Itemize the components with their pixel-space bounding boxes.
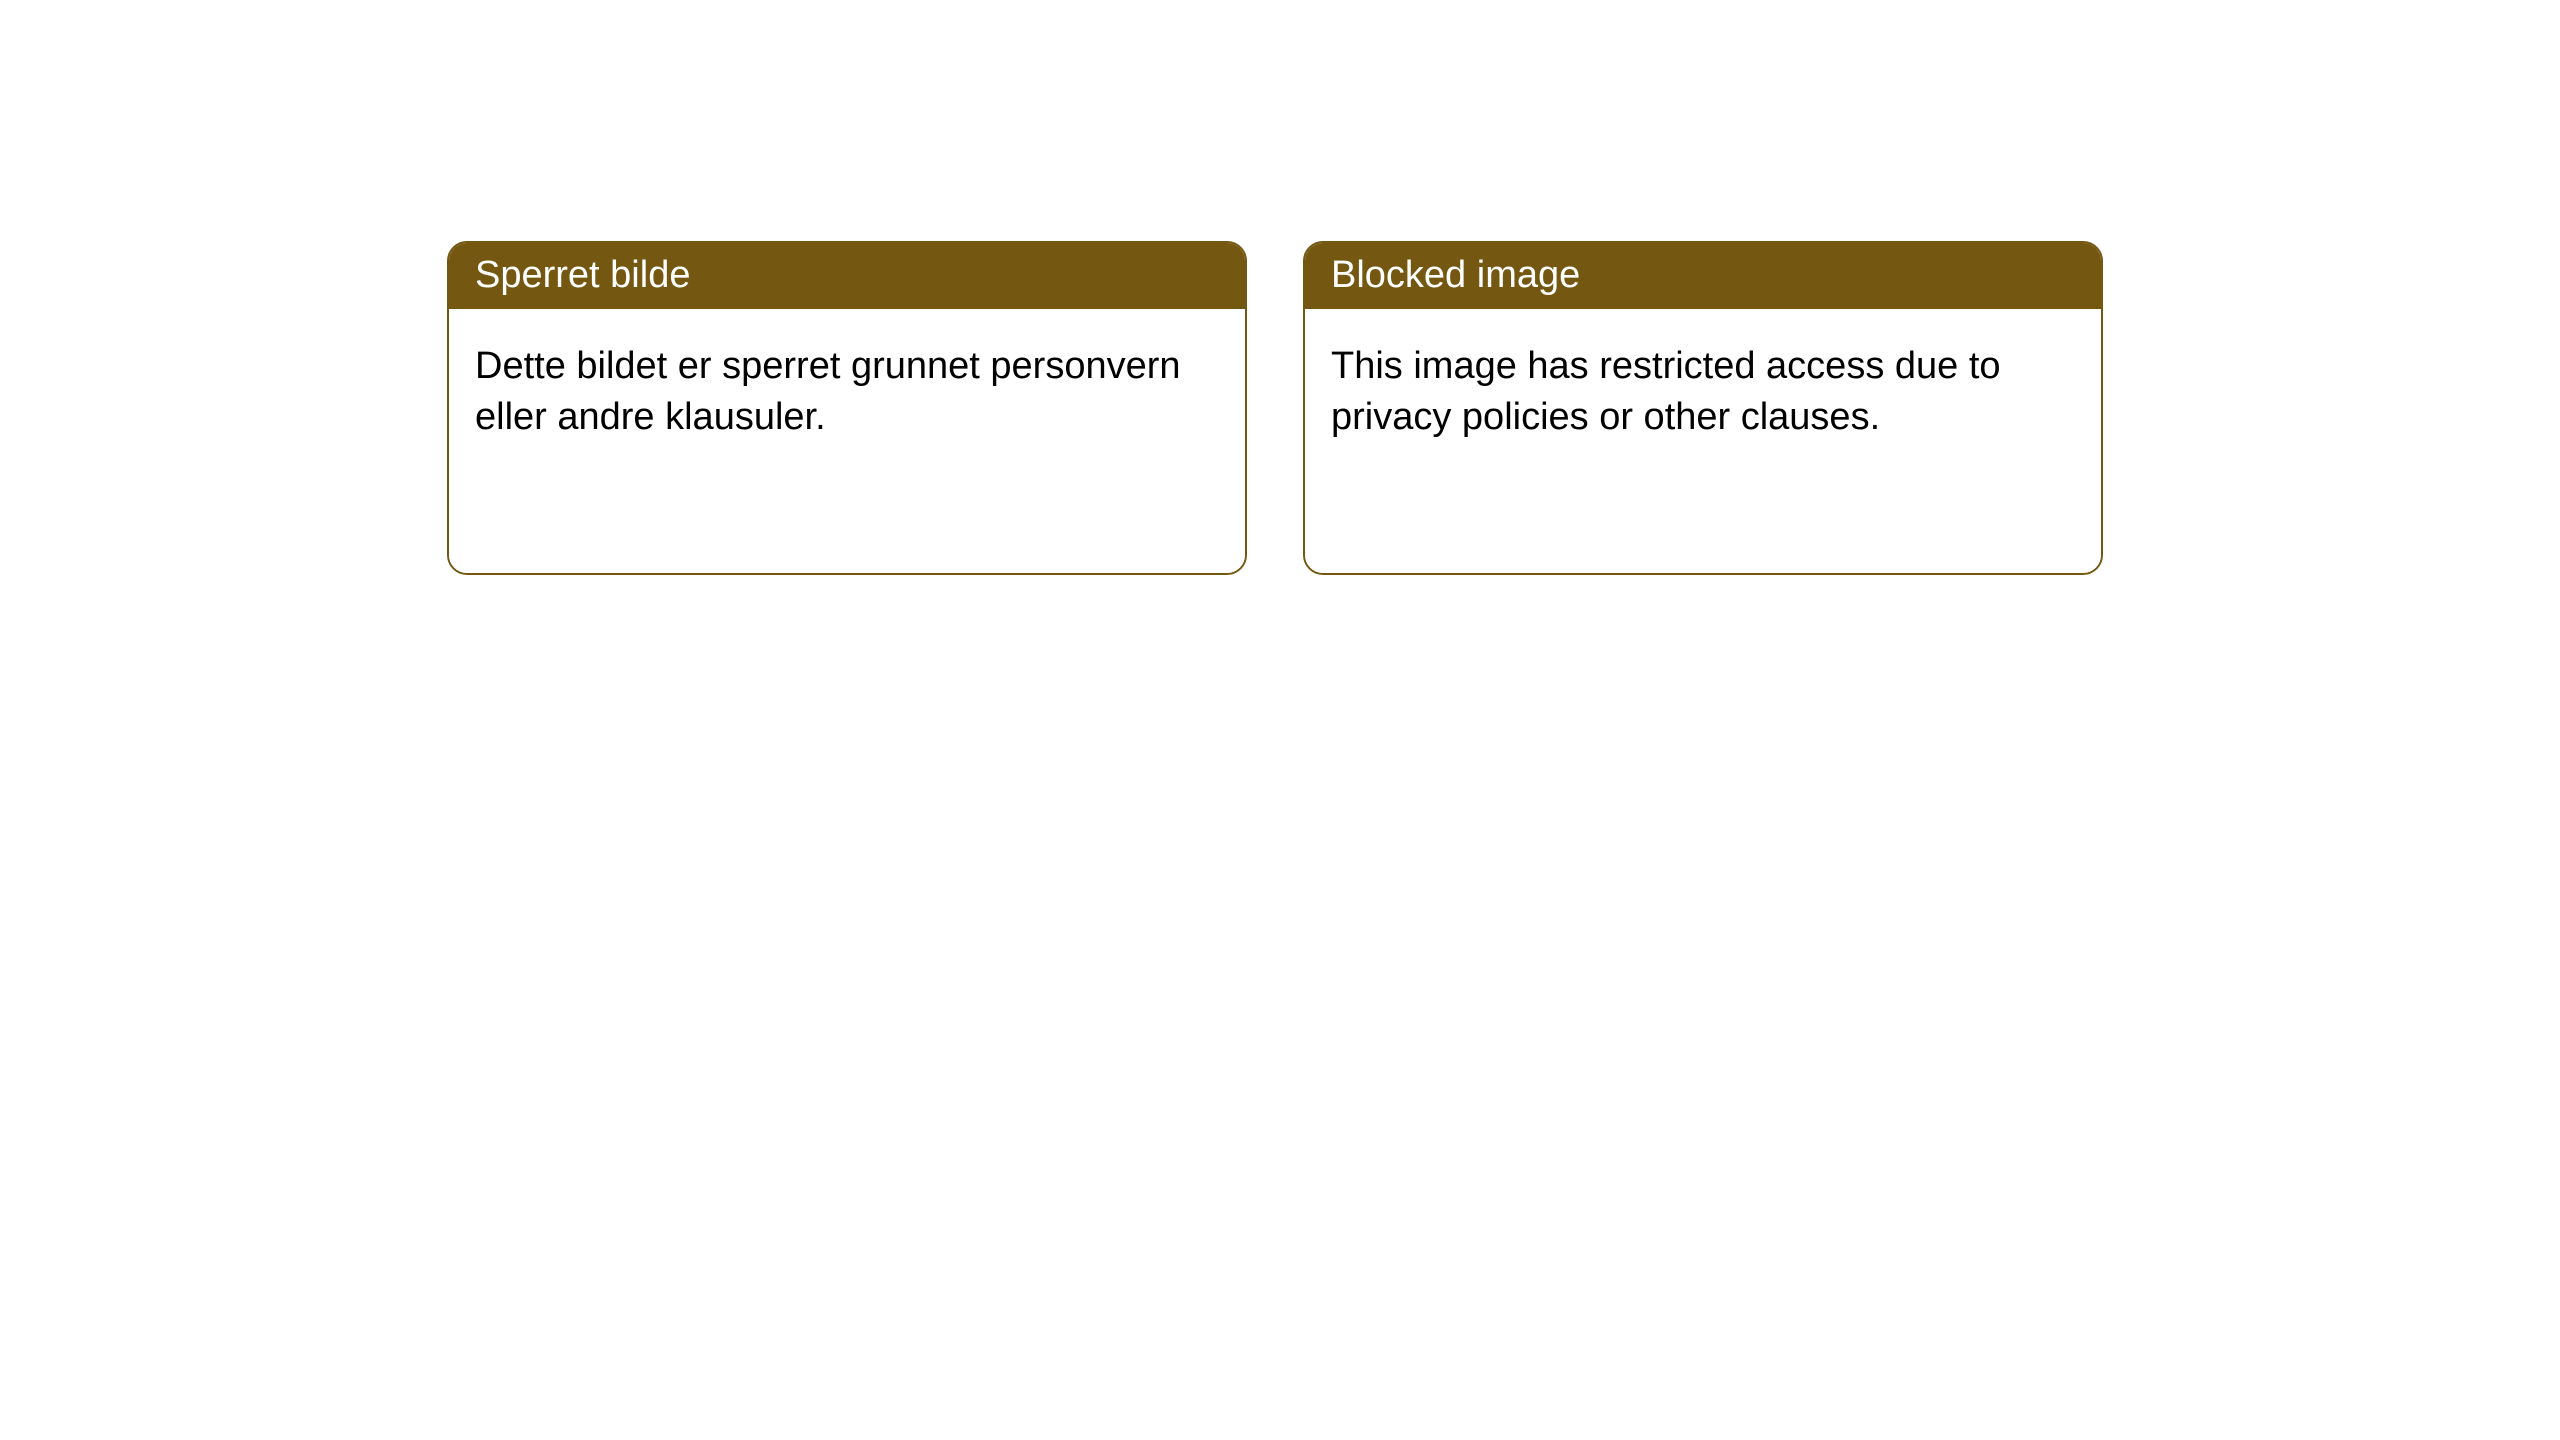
card-title: Sperret bilde <box>475 254 690 296</box>
notice-card-norwegian: Sperret bilde Dette bildet er sperret gr… <box>447 241 1247 575</box>
card-title: Blocked image <box>1331 254 1580 296</box>
card-header: Blocked image <box>1305 243 2101 309</box>
card-body: Dette bildet er sperret grunnet personve… <box>449 309 1245 573</box>
notice-card-english: Blocked image This image has restricted … <box>1303 241 2103 575</box>
notice-cards-container: Sperret bilde Dette bildet er sperret gr… <box>447 241 2103 575</box>
card-header: Sperret bilde <box>449 243 1245 309</box>
card-body: This image has restricted access due to … <box>1305 309 2101 573</box>
card-body-text: Dette bildet er sperret grunnet personve… <box>475 345 1181 438</box>
card-body-text: This image has restricted access due to … <box>1331 345 2001 438</box>
